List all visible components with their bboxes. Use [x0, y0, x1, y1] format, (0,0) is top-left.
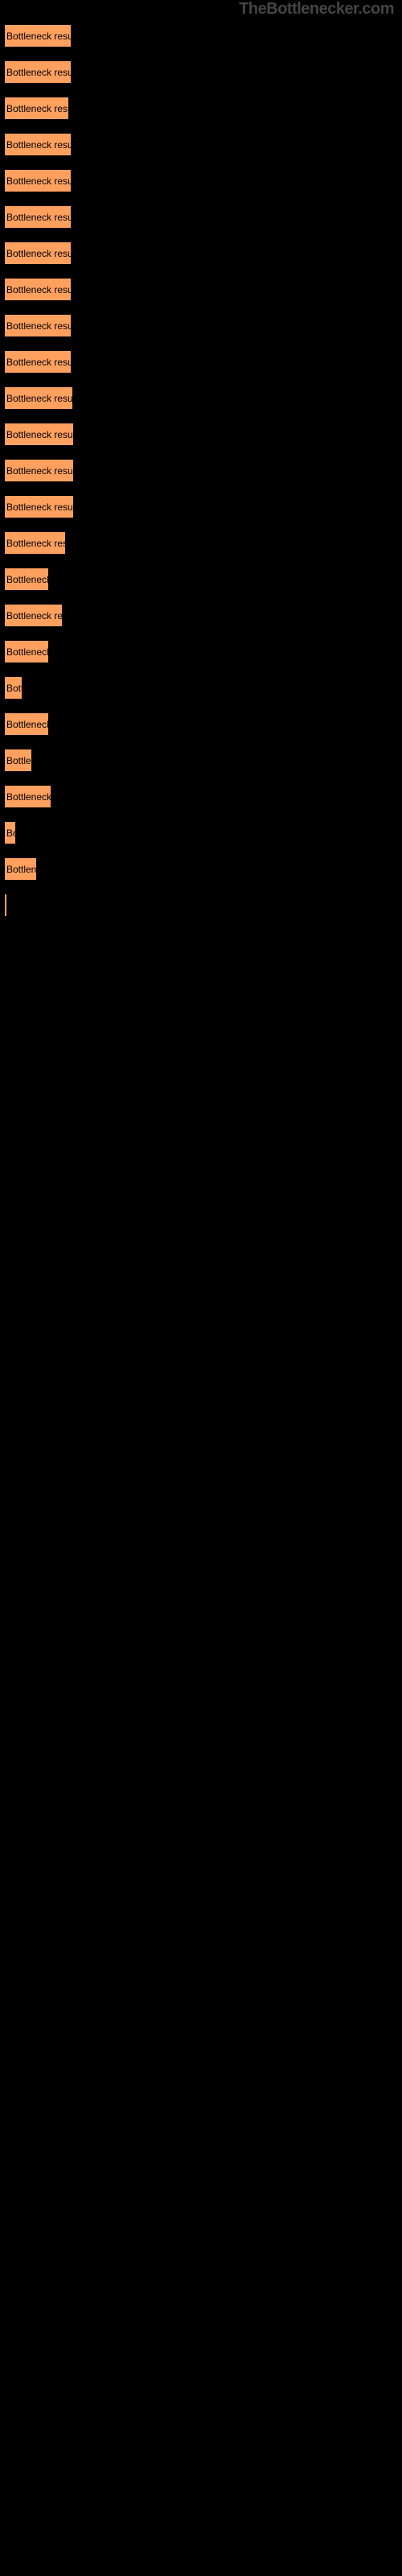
bottleneck-bar: Bottleneck result: [4, 423, 74, 446]
bar-row: Bottleneck result: [4, 749, 398, 772]
bottleneck-bar: Bottleneck result: [4, 604, 63, 627]
bottleneck-bar: Bottleneck result: [4, 676, 23, 700]
bottleneck-bar: Bottleneck result: [4, 24, 72, 47]
bar-row: Bottleneck result: [4, 60, 398, 84]
bar-row: Bottleneck result: [4, 423, 398, 446]
bottleneck-bar: Bottleneck result: [4, 133, 72, 156]
bar-row: Bottleneck result: [4, 169, 398, 192]
bottleneck-bar: Bottleneck result: [4, 314, 72, 337]
watermark-link[interactable]: TheBottlenecker.com: [239, 0, 394, 19]
bar-row: Bottleneck result: [4, 459, 398, 482]
bottleneck-bar: Bottleneck result: [4, 568, 49, 591]
bar-row: Bottleneck result: [4, 712, 398, 736]
bar-row: Bottleneck result: [4, 894, 398, 917]
bar-row: Bottleneck result: [4, 205, 398, 229]
bottleneck-bar: Bottleneck result: [4, 60, 72, 84]
bar-row: Bottleneck result: [4, 242, 398, 265]
bottleneck-bar: Bottleneck result: [4, 749, 32, 772]
bottleneck-bar: Bottleneck result: [4, 242, 72, 265]
bar-row: Bottleneck result: [4, 568, 398, 591]
bar-row: Bottleneck result: [4, 604, 398, 627]
bar-row: Bottleneck result: [4, 133, 398, 156]
bottleneck-bar: Bottleneck result: [4, 894, 7, 917]
bottleneck-bar: Bottleneck result: [4, 97, 69, 120]
bar-row: Bottleneck result: [4, 278, 398, 301]
bottleneck-bar: Bottleneck result: [4, 495, 74, 518]
bottleneck-bar: Bottleneck result: [4, 459, 74, 482]
bar-row: Bottleneck result: [4, 821, 398, 844]
bottleneck-bar: Bottleneck result: [4, 169, 72, 192]
bar-row: Bottleneck result: [4, 857, 398, 881]
bar-row: Bottleneck result: [4, 676, 398, 700]
bar-row: Bottleneck result: [4, 97, 398, 120]
bottleneck-bar: Bottleneck result: [4, 531, 66, 555]
bottleneck-bar: Bottleneck result: [4, 386, 73, 410]
bar-row: Bottleneck result: [4, 350, 398, 374]
bottleneck-bar: Bottleneck result: [4, 278, 72, 301]
bottleneck-bar: Bottleneck result: [4, 350, 72, 374]
bottleneck-bar: Bottleneck result: [4, 785, 51, 808]
bar-row: Bottleneck result: [4, 495, 398, 518]
bottleneck-bar: Bottleneck result: [4, 821, 16, 844]
bar-row: Bottleneck result: [4, 785, 398, 808]
bar-row: Bottleneck result: [4, 531, 398, 555]
bar-row: Bottleneck result: [4, 24, 398, 47]
bottleneck-bar: Bottleneck result: [4, 712, 49, 736]
bottleneck-bar: Bottleneck result: [4, 205, 72, 229]
bar-row: Bottleneck result: [4, 640, 398, 663]
bar-row: Bottleneck result: [4, 386, 398, 410]
bottleneck-bar: Bottleneck result: [4, 857, 37, 881]
bottleneck-chart: Bottleneck result Bottleneck result Bottle…: [4, 24, 398, 930]
bar-row: Bottleneck result: [4, 314, 398, 337]
bottleneck-bar: Bottleneck result: [4, 640, 49, 663]
